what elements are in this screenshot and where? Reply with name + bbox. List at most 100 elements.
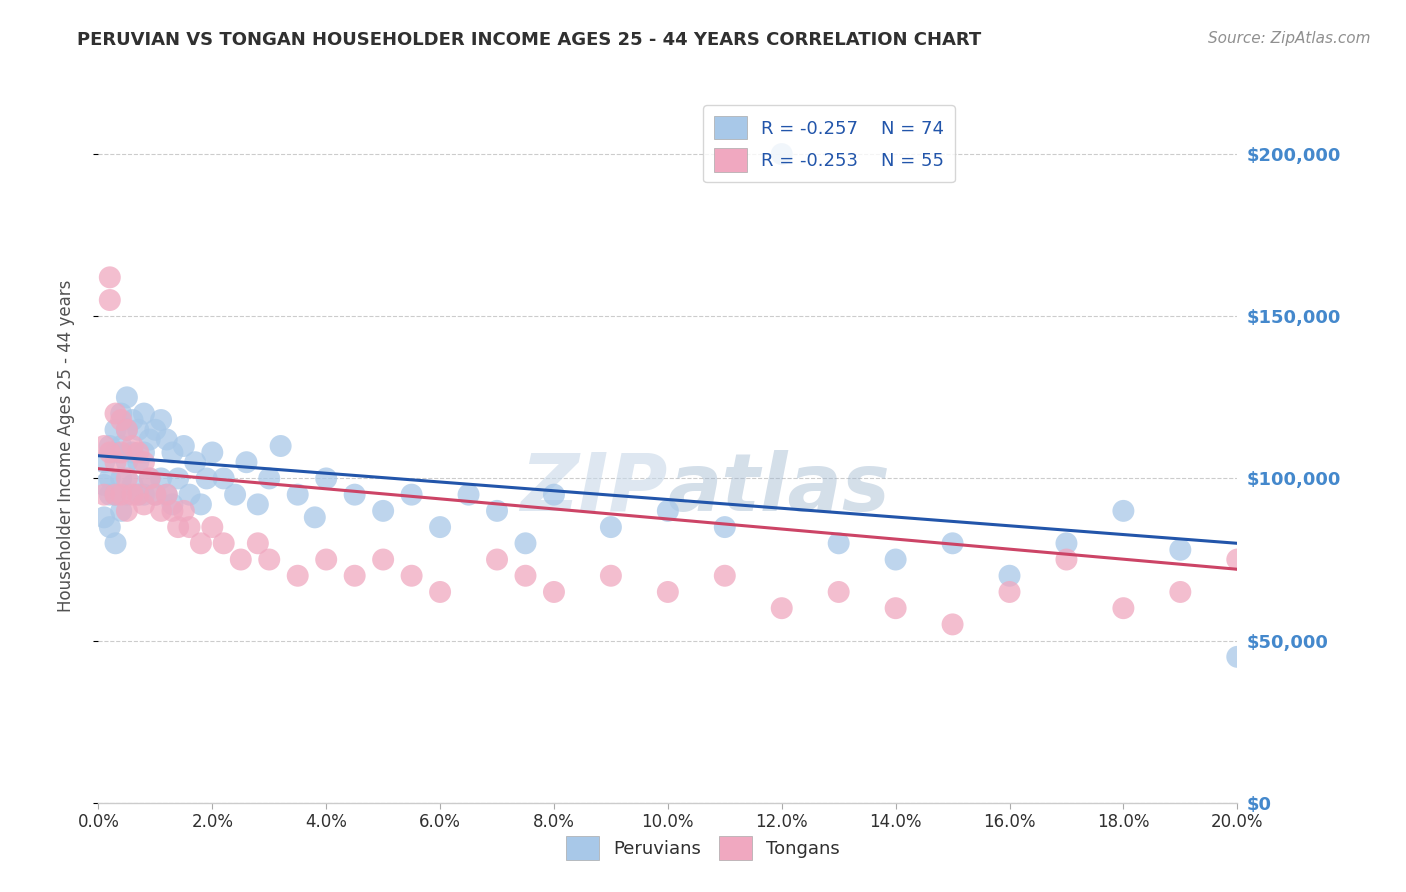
Point [162,504,184,518]
Point [104,407,127,421]
Point [343,568,366,582]
Text: ZIP: ZIP [520,450,668,528]
Point [343,488,366,502]
Point [1056,552,1078,566]
Point [770,147,793,161]
Point [150,471,173,485]
Point [110,439,132,453]
Point [942,536,965,550]
Point [998,568,1021,582]
Point [884,601,907,615]
Point [145,488,167,502]
Point [115,423,138,437]
Point [212,536,235,550]
Point [195,471,218,485]
Point [212,471,235,485]
Legend: Peruvians, Tongans: Peruvians, Tongans [560,830,846,867]
Point [138,471,160,485]
Point [110,488,132,502]
Text: PERUVIAN VS TONGAN HOUSEHOLDER INCOME AGES 25 - 44 YEARS CORRELATION CHART: PERUVIAN VS TONGAN HOUSEHOLDER INCOME AG… [77,31,981,49]
Point [110,413,132,427]
Point [770,601,793,615]
Point [714,520,737,534]
Point [132,488,155,502]
Point [115,455,138,469]
Text: atlas: atlas [668,450,890,528]
Point [110,471,132,485]
Point [156,488,179,502]
Point [98,439,121,453]
Point [104,488,127,502]
Point [115,471,138,485]
Point [110,504,132,518]
Point [600,568,623,582]
Point [179,488,201,502]
Point [657,585,679,599]
Point [1112,601,1135,615]
Point [145,423,167,437]
Point [115,504,138,518]
Point [515,568,537,582]
Point [93,478,115,492]
Point [156,433,179,447]
Point [104,423,127,437]
Point [127,488,149,502]
Point [401,568,423,582]
Legend: R = -0.257    N = 74, R = -0.253    N = 55: R = -0.257 N = 74, R = -0.253 N = 55 [703,105,955,183]
Point [115,488,138,502]
Point [173,504,195,518]
Point [145,488,167,502]
Point [259,552,281,566]
Point [714,568,737,582]
Point [121,439,143,453]
Point [98,293,121,307]
Point [104,536,127,550]
Point [259,471,281,485]
Point [270,439,292,453]
Point [1112,504,1135,518]
Point [127,445,149,459]
Point [429,520,451,534]
Point [543,585,565,599]
Point [150,504,173,518]
Point [457,488,479,502]
Point [98,471,121,485]
Point [1226,552,1249,566]
Point [224,488,246,502]
Point [93,488,115,502]
Point [515,536,537,550]
Point [190,497,212,511]
Point [235,455,257,469]
Point [246,536,269,550]
Point [373,552,395,566]
Point [132,445,155,459]
Point [98,270,121,285]
Point [127,423,149,437]
Point [315,552,337,566]
Point [229,552,252,566]
Point [93,510,115,524]
Point [201,520,224,534]
Point [104,455,127,469]
Point [1056,536,1078,550]
Point [98,445,121,459]
Point [190,536,212,550]
Point [121,445,143,459]
Point [287,568,309,582]
Point [156,488,179,502]
Point [93,455,115,469]
Point [162,445,184,459]
Point [162,497,184,511]
Point [98,520,121,534]
Point [179,520,201,534]
Point [121,488,143,502]
Point [543,488,565,502]
Point [287,488,309,502]
Point [184,455,207,469]
Point [132,497,155,511]
Point [600,520,623,534]
Point [104,445,127,459]
Point [942,617,965,632]
Point [132,455,155,469]
Point [98,488,121,502]
